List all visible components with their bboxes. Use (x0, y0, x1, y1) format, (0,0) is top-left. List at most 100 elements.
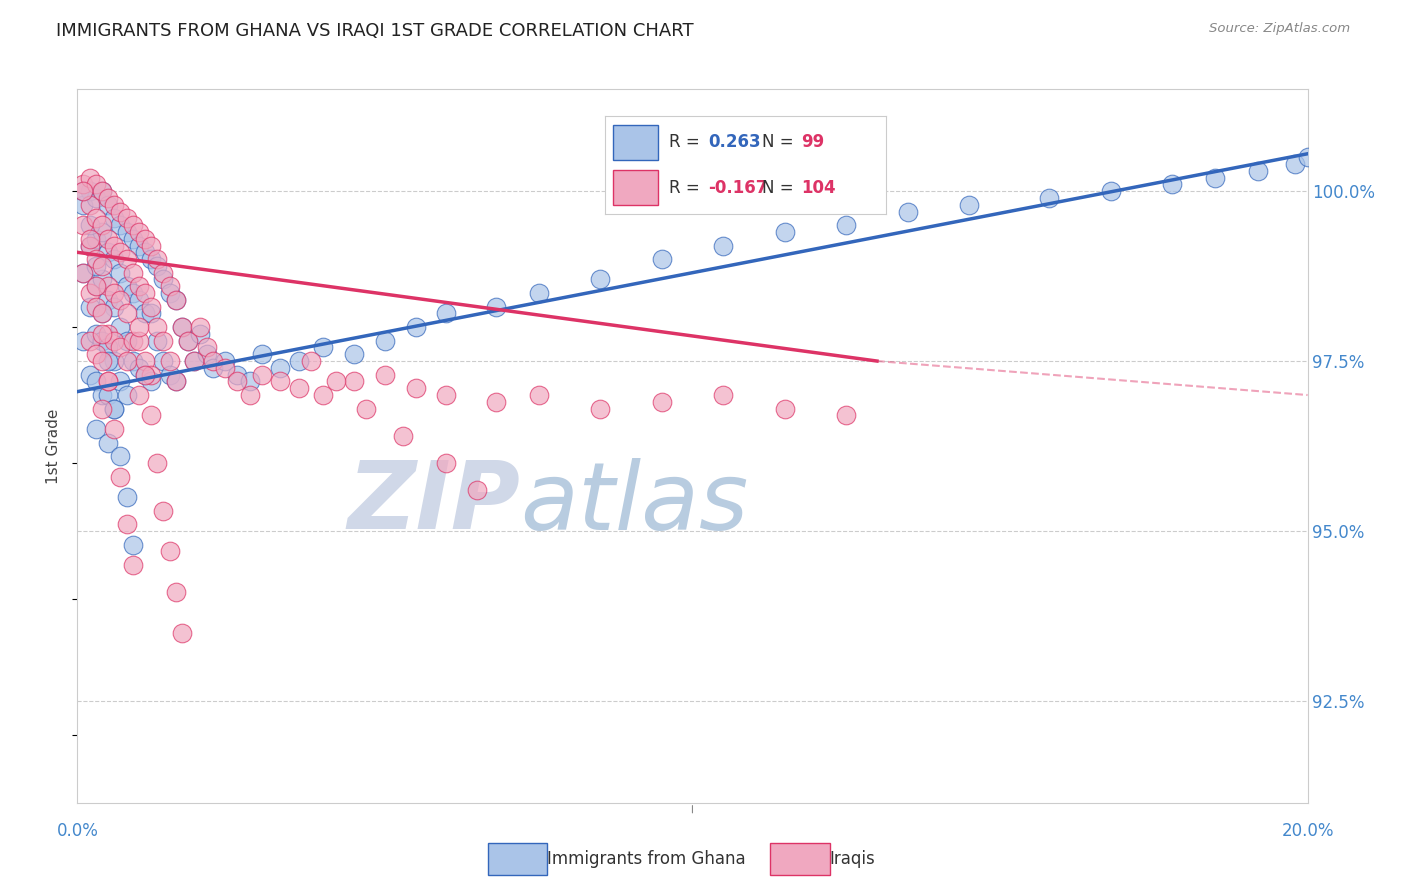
Point (299, 354, 322, 368)
Point (110, 449, 132, 463)
Point (97, 341, 120, 355)
Point (288, 381, 311, 395)
Point (103, 334, 125, 348)
Point (90, 334, 114, 348)
Point (141, 252, 163, 266)
Point (72, 184, 94, 198)
Point (146, 320, 169, 334)
Point (84, 326, 107, 341)
Point (72, 266, 94, 280)
Point (115, 225, 138, 239)
Point (90, 354, 114, 368)
Point (110, 469, 132, 483)
Point (103, 300, 125, 314)
Point (134, 368, 156, 382)
Point (325, 375, 347, 389)
Point (711, 388, 734, 402)
Point (79, 232, 101, 246)
Point (97, 326, 120, 341)
Point (165, 375, 187, 389)
Point (128, 238, 150, 252)
Point (177, 334, 200, 348)
Point (1284, 157, 1306, 171)
Point (159, 368, 181, 382)
Point (188, 326, 212, 341)
Point (195, 341, 218, 355)
Point (110, 245, 132, 260)
Point (97, 198, 120, 212)
Point (103, 238, 125, 252)
Point (79, 198, 101, 212)
Point (436, 456, 458, 470)
Point (103, 354, 125, 368)
Point (141, 238, 163, 252)
Point (651, 394, 673, 409)
Point (152, 272, 174, 286)
Point (711, 238, 734, 252)
Text: IMMIGRANTS FROM GHANA VS IRAQI 1ST GRADE CORRELATION CHART: IMMIGRANTS FROM GHANA VS IRAQI 1ST GRADE… (56, 22, 695, 40)
Point (141, 375, 163, 389)
Point (84, 422, 107, 436)
FancyBboxPatch shape (770, 843, 830, 875)
Point (84, 259, 107, 273)
Point (103, 286, 125, 301)
Point (103, 401, 125, 416)
Point (152, 266, 174, 280)
Text: R =: R = (669, 134, 706, 152)
Point (835, 218, 858, 232)
Point (170, 320, 193, 334)
FancyBboxPatch shape (613, 125, 658, 161)
Point (165, 293, 187, 307)
Point (103, 401, 125, 416)
Text: N =: N = (762, 134, 799, 152)
Point (84, 252, 107, 266)
Point (374, 334, 396, 348)
Point (110, 293, 132, 307)
Point (115, 279, 138, 293)
Point (465, 483, 488, 498)
Point (159, 544, 181, 558)
Point (121, 334, 143, 348)
Point (159, 279, 181, 293)
Point (170, 626, 193, 640)
Point (72, 266, 94, 280)
Point (188, 320, 212, 334)
Point (165, 293, 187, 307)
Point (90, 326, 114, 341)
Point (165, 585, 187, 599)
Point (343, 375, 366, 389)
Point (84, 300, 107, 314)
Point (835, 409, 858, 423)
Point (589, 401, 612, 416)
Point (90, 388, 114, 402)
Text: N =: N = (762, 178, 799, 196)
Point (165, 375, 187, 389)
Text: ZIP: ZIP (347, 457, 520, 549)
Y-axis label: 1st Grade: 1st Grade (46, 409, 62, 483)
Point (159, 354, 181, 368)
Point (103, 211, 125, 226)
Point (214, 360, 236, 375)
Point (90, 218, 114, 232)
Point (152, 503, 174, 517)
Point (392, 429, 415, 443)
Point (128, 225, 150, 239)
Point (90, 225, 114, 239)
Point (110, 218, 132, 232)
Point (288, 354, 311, 368)
Point (436, 388, 458, 402)
Point (141, 306, 163, 320)
Point (374, 368, 396, 382)
Point (134, 232, 156, 246)
Point (134, 354, 156, 368)
Point (250, 347, 273, 361)
Point (110, 204, 132, 219)
Point (527, 286, 550, 301)
Point (79, 170, 101, 185)
Point (115, 334, 138, 348)
Text: -0.167: -0.167 (709, 178, 768, 196)
Point (90, 272, 114, 286)
Point (121, 218, 143, 232)
Point (146, 259, 169, 273)
Point (72, 198, 94, 212)
